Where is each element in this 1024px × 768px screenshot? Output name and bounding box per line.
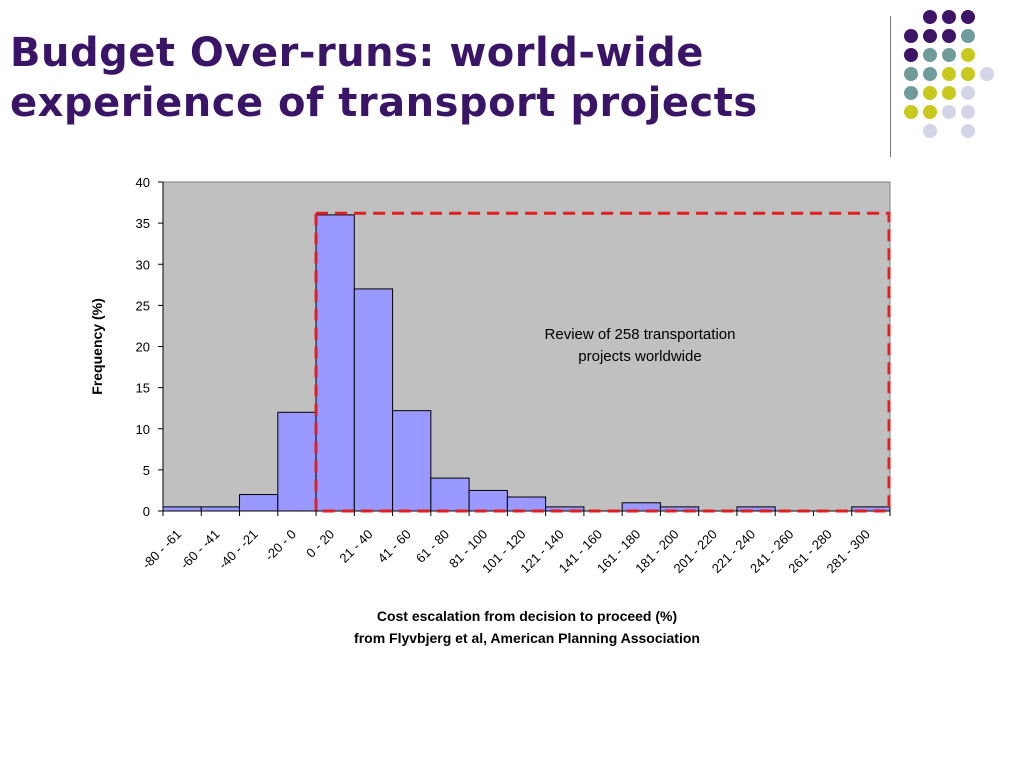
slide-title: Budget Over-runs: world-wide experience … [10, 28, 870, 128]
y-tick-label: 5 [143, 463, 150, 478]
bar [277, 411, 317, 512]
annotation-line-1: Review of 258 transportation [545, 326, 736, 343]
decorative-dot [942, 86, 956, 100]
x-tick-label: 21 - 40 [336, 527, 375, 566]
bar [506, 496, 547, 512]
bar [239, 494, 279, 512]
y-tick-label: 40 [136, 175, 150, 190]
decorative-divider [890, 16, 891, 157]
decorative-dot [904, 105, 918, 119]
decorative-dot [923, 86, 937, 100]
decorative-dot [961, 29, 975, 43]
bar [353, 288, 394, 512]
bar [162, 506, 202, 512]
y-tick-label: 15 [136, 381, 150, 396]
y-tick-label: 0 [143, 504, 150, 519]
decorative-dot [923, 67, 937, 81]
y-tick-label: 20 [136, 340, 150, 355]
y-axis-title: Frequency (%) [89, 298, 105, 394]
x-tick-label: 41 - 60 [375, 527, 414, 566]
x-tick-label: -20 - 0 [262, 527, 299, 564]
x-axis-title-line-1: Cost escalation from decision to proceed… [377, 608, 677, 624]
decorative-dot [904, 86, 918, 100]
decorative-dot [942, 29, 956, 43]
decorative-dot [942, 67, 956, 81]
decorative-dot [904, 29, 918, 43]
annotation-line-2: projects worldwide [578, 348, 701, 365]
x-tick-label: -60 - -41 [177, 527, 222, 572]
decorative-dot [961, 124, 975, 138]
decorative-dot [923, 124, 937, 138]
bar [392, 410, 432, 512]
x-tick-label: -40 - -21 [215, 527, 260, 572]
bar [315, 214, 355, 512]
bar [468, 489, 508, 512]
x-axis-title-line-2: from Flyvbjerg et al, American Planning … [354, 630, 700, 646]
decorative-dot [961, 105, 975, 119]
decorative-dot [961, 10, 975, 24]
decorative-dot [942, 105, 956, 119]
y-tick-labels: 0 5 10 15 20 25 30 35 40 [136, 175, 163, 519]
decorative-dot [904, 67, 918, 81]
y-tick-label: 35 [136, 216, 150, 231]
y-tick-label: 10 [136, 422, 150, 437]
bar [430, 477, 470, 512]
decorative-dot [942, 10, 956, 24]
title-line-1: Budget Over-runs: world-wide [10, 30, 704, 76]
title-line-2: experience of transport projects [10, 80, 758, 126]
decorative-dot [923, 48, 937, 62]
decorative-dot [942, 48, 956, 62]
decorative-dot [923, 105, 937, 119]
y-tick-label: 25 [136, 298, 150, 313]
decorative-dot [904, 48, 918, 62]
decorative-dot [961, 86, 975, 100]
plot-area [162, 181, 891, 512]
x-tick-label: 0 - 20 [303, 527, 337, 561]
highlight-dashed-box [314, 211, 891, 513]
decorative-dot [923, 10, 937, 24]
bar [200, 506, 241, 512]
decorative-dot-grid [904, 10, 1014, 170]
decorative-dot [923, 29, 937, 43]
x-tick-label: -80 - -61 [139, 527, 184, 572]
decorative-dot [980, 67, 994, 81]
y-tick-label: 30 [136, 257, 150, 272]
decorative-dot [961, 48, 975, 62]
decorative-dot [961, 67, 975, 81]
